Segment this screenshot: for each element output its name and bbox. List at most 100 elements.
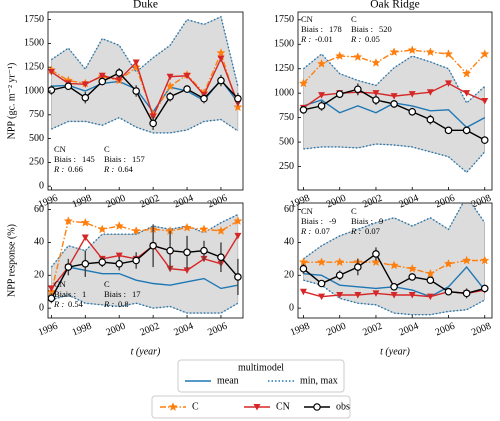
x-tick-label: 2006 xyxy=(434,321,457,339)
y-tick-label: 750 xyxy=(29,109,44,120)
marker-star xyxy=(425,268,436,278)
marker-triangle xyxy=(299,288,307,296)
y-tick-label: 0 xyxy=(39,302,44,313)
marker-triangle xyxy=(481,98,489,105)
min-line xyxy=(51,116,239,134)
marker-circle xyxy=(166,246,174,255)
annotation-r: 0.07 xyxy=(365,226,380,236)
marker-circle xyxy=(115,259,124,268)
marker-circle xyxy=(462,289,471,298)
max-line xyxy=(50,15,239,87)
x-tick-label: 2000 xyxy=(325,321,348,339)
marker-circle xyxy=(183,85,191,93)
marker-circle xyxy=(462,126,471,135)
band-fill xyxy=(303,53,485,173)
annotation-model: CN xyxy=(301,206,313,216)
x-tick-label: 2004 xyxy=(398,321,421,339)
annotation-bias: 178 xyxy=(329,24,342,34)
x-tick-label: 1996 xyxy=(37,321,60,339)
y-tick-label: 1250 xyxy=(24,62,44,73)
marker-star xyxy=(335,51,345,60)
marker-triangle xyxy=(408,91,416,98)
panel-title: Duke xyxy=(133,0,158,11)
x-tick-label: 2004 xyxy=(172,193,195,211)
x-tick-label: 1998 xyxy=(71,193,94,211)
marker-circle xyxy=(200,246,208,255)
annotation-r-label: R : xyxy=(300,226,311,236)
x-tick-label: 2000 xyxy=(105,193,128,211)
annotation-bias: 1 xyxy=(82,289,86,299)
annotation-bias: -9 xyxy=(329,216,336,226)
marker-star xyxy=(316,58,327,68)
annotation-r: -0.01 xyxy=(315,34,333,44)
plot-frame xyxy=(297,11,493,191)
y-tick-label: 0 xyxy=(289,302,294,313)
x-tick-label: 2000 xyxy=(325,193,348,211)
marker-star xyxy=(407,263,417,273)
x-tick-label: 2000 xyxy=(105,321,128,339)
annotation-bias-label: Biais : xyxy=(301,216,323,226)
marker-triangle xyxy=(132,59,140,66)
panel-title: Oak Ridge xyxy=(370,0,420,11)
marker-circle xyxy=(64,263,73,271)
marker-circle xyxy=(335,90,344,98)
x-tick-label: 2002 xyxy=(361,321,384,339)
marker-star xyxy=(389,260,399,270)
plot-area xyxy=(298,45,490,174)
x-tick-label: 2002 xyxy=(138,193,161,211)
band-fill xyxy=(51,16,239,134)
annotation-bias: 17 xyxy=(132,289,141,299)
marker-triangle xyxy=(166,73,174,81)
min-line xyxy=(303,143,486,174)
y-tick-label: 1500 xyxy=(274,39,294,50)
marker-triangle xyxy=(463,90,471,97)
annotation-r-label: R : xyxy=(103,164,114,174)
marker-circle xyxy=(444,287,453,296)
marker-star xyxy=(114,221,124,230)
annotation-r: 0.05 xyxy=(365,34,380,44)
annotation-bias-label: Biais : xyxy=(104,289,126,299)
marker-triangle xyxy=(336,292,344,299)
annotation-r-label: R : xyxy=(103,299,114,309)
y-tick-label: 1000 xyxy=(24,85,44,96)
marker-triangle xyxy=(183,267,191,274)
y-tick-label: 750 xyxy=(279,112,294,123)
marker-triangle xyxy=(217,55,225,63)
marker-triangle xyxy=(444,80,452,87)
marker-circle xyxy=(98,77,107,86)
y-tick-label: 0 xyxy=(39,180,44,191)
annotation-bias: 520 xyxy=(379,24,392,34)
marker-star xyxy=(443,258,454,268)
annotation-r-label: R : xyxy=(350,226,361,236)
marker-triangle xyxy=(81,81,89,88)
annotation-bias-label: Biais : xyxy=(54,289,76,299)
x-tick-label: 2006 xyxy=(434,193,457,211)
legend-label: mean xyxy=(217,375,239,386)
y-tick-label: 500 xyxy=(279,136,294,147)
x-tick-label: 2006 xyxy=(206,193,229,211)
marker-star xyxy=(461,255,472,265)
marker-circle xyxy=(149,119,157,128)
x-tick-label: 1998 xyxy=(71,321,94,339)
marker-triangle xyxy=(354,292,362,299)
annotation-model: C xyxy=(351,206,357,216)
legend-label: CN xyxy=(276,401,290,412)
legend-title: multimodel xyxy=(238,362,284,373)
marker-star xyxy=(131,226,141,235)
x-axis-label: t (year) xyxy=(380,346,410,357)
annotation-r: 0.07 xyxy=(315,226,330,236)
marker-circle xyxy=(200,94,208,103)
y-tick-label: 1750 xyxy=(24,14,44,25)
marker-star xyxy=(371,57,381,67)
marker-circle xyxy=(426,276,435,285)
marker-circle xyxy=(149,241,157,250)
annotation-bias-label: Biais : xyxy=(351,24,373,34)
y-tick-label: 20 xyxy=(34,270,44,281)
series-line xyxy=(50,56,239,119)
annotation-r-label: R : xyxy=(350,34,361,44)
marker-star xyxy=(182,222,192,232)
y-tick-label: 500 xyxy=(29,133,44,144)
y-tick-label: 40 xyxy=(34,237,44,248)
marker-star xyxy=(80,217,90,227)
y-axis-label: NPP (gc. m⁻² yr⁻¹) xyxy=(6,63,17,140)
